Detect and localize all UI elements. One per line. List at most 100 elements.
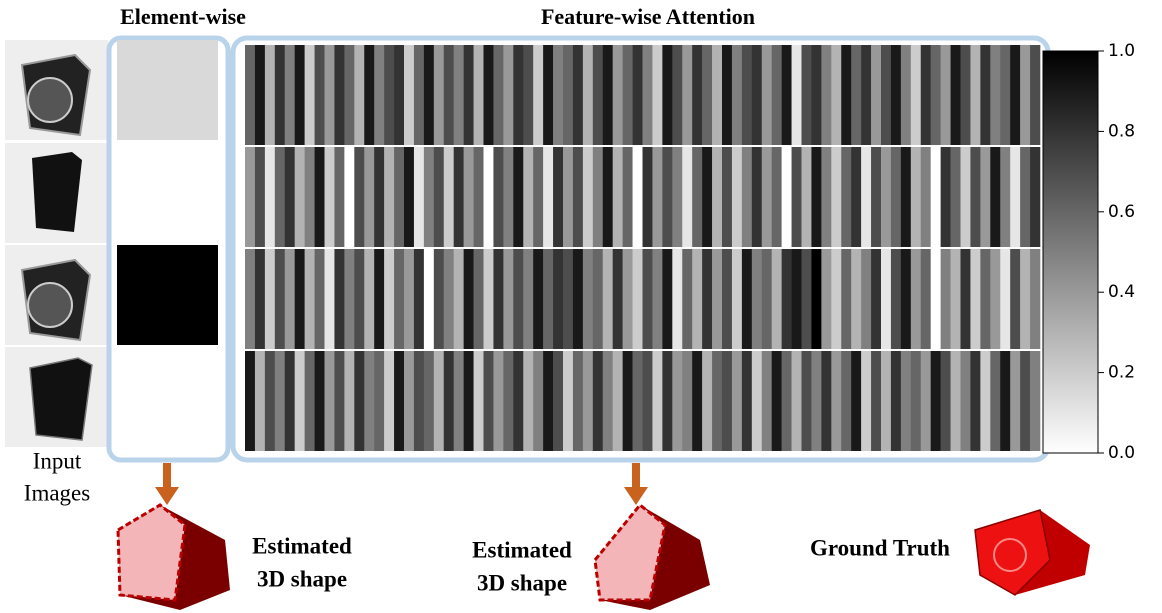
feature-cell xyxy=(294,147,305,247)
feature-cell xyxy=(602,351,613,451)
feature-cell xyxy=(940,249,951,349)
feature-cell xyxy=(642,249,653,349)
feature-cell xyxy=(1030,45,1041,145)
feature-cell xyxy=(374,45,385,145)
feature-cell xyxy=(404,147,415,247)
feature-cell xyxy=(503,45,514,145)
feature-cell xyxy=(284,147,295,247)
feature-cell xyxy=(871,249,882,349)
feature-cell xyxy=(841,147,852,247)
feature-cell xyxy=(254,147,266,247)
feature-cell xyxy=(1030,351,1041,451)
feature-cell xyxy=(662,249,673,349)
feature-cell xyxy=(572,147,584,247)
feature-cell xyxy=(533,351,544,451)
feature-cell xyxy=(920,147,931,247)
feature-cell xyxy=(811,249,822,349)
feature-cell xyxy=(384,351,395,451)
feature-cell xyxy=(1020,249,1031,349)
feature-cell xyxy=(990,249,1001,349)
feature-cell xyxy=(781,351,792,451)
feature-cell xyxy=(950,45,961,145)
feature-cell xyxy=(1000,351,1011,451)
feature-cell xyxy=(453,351,464,451)
feature-cell xyxy=(413,351,425,451)
feature-cell xyxy=(801,249,812,349)
feature-cell xyxy=(612,147,623,247)
feature-cell xyxy=(682,351,693,451)
feature-cell xyxy=(274,45,286,145)
feature-cell xyxy=(761,147,772,247)
output-label: Estimated xyxy=(472,537,572,562)
feature-cell xyxy=(612,249,623,349)
feature-cell xyxy=(304,147,315,247)
feature-cell xyxy=(881,45,892,145)
feature-cell xyxy=(354,45,365,145)
feature-cell xyxy=(463,45,474,145)
feature-cell xyxy=(920,249,931,349)
feature-cell xyxy=(811,351,822,451)
feature-cell xyxy=(453,147,464,247)
feature-cell xyxy=(254,249,266,349)
feature-cell xyxy=(801,45,812,145)
feature-cell xyxy=(294,45,305,145)
feature-cell xyxy=(473,45,484,145)
feature-cell xyxy=(950,249,961,349)
feature-cell xyxy=(831,45,842,145)
feature-cell xyxy=(890,351,902,451)
feature-cell xyxy=(702,45,713,145)
feature-cell xyxy=(553,45,564,145)
feature-cell xyxy=(741,147,753,247)
feature-cell xyxy=(871,45,882,145)
feature-cell xyxy=(741,45,753,145)
feature-cell xyxy=(1000,249,1011,349)
feature-cell xyxy=(314,45,325,145)
feature-cell xyxy=(423,147,435,247)
feature-cell xyxy=(404,351,415,451)
feature-cell xyxy=(493,45,504,145)
feature-cell xyxy=(622,147,633,247)
feature-cell xyxy=(473,147,484,247)
feature-cell xyxy=(264,45,276,145)
feature-cell xyxy=(781,147,792,247)
feature-cell xyxy=(751,249,763,349)
feature-cell xyxy=(294,249,305,349)
feature-cell xyxy=(970,45,981,145)
feature-cell xyxy=(960,45,971,145)
feature-cell xyxy=(354,351,365,451)
feature-cell xyxy=(503,351,514,451)
feature-cell xyxy=(553,249,564,349)
feature-cell xyxy=(284,351,295,451)
feature-cell xyxy=(731,45,743,145)
feature-cell xyxy=(632,249,643,349)
feature-cell xyxy=(940,147,951,247)
feature-cell xyxy=(553,147,564,247)
feature-cell xyxy=(1020,147,1031,247)
feature-cell xyxy=(304,249,315,349)
colorbar-tick-label: 1.0 xyxy=(1108,41,1135,61)
input-label: Images xyxy=(24,480,90,505)
feature-cell xyxy=(483,351,494,451)
feature-cell xyxy=(960,249,971,349)
feature-cell xyxy=(423,249,435,349)
feature-cell xyxy=(533,147,544,247)
feature-cell xyxy=(712,249,723,349)
feature-cell xyxy=(324,147,335,247)
feature-cell xyxy=(890,249,902,349)
feature-cell xyxy=(602,147,613,247)
feature-cell xyxy=(344,249,355,349)
feature-cell xyxy=(364,147,375,247)
feature-cell xyxy=(702,351,713,451)
feature-cell xyxy=(1000,147,1011,247)
feature-cell xyxy=(861,351,872,451)
feature-cell xyxy=(722,147,733,247)
output-label: 3D shape xyxy=(477,570,567,595)
feature-cell xyxy=(930,45,941,145)
feature-cell xyxy=(384,147,395,247)
feature-cell xyxy=(900,147,912,247)
feature-cell xyxy=(811,45,822,145)
output-label: Estimated xyxy=(252,533,352,558)
element-cell xyxy=(117,347,218,447)
feature-cell xyxy=(980,351,991,451)
